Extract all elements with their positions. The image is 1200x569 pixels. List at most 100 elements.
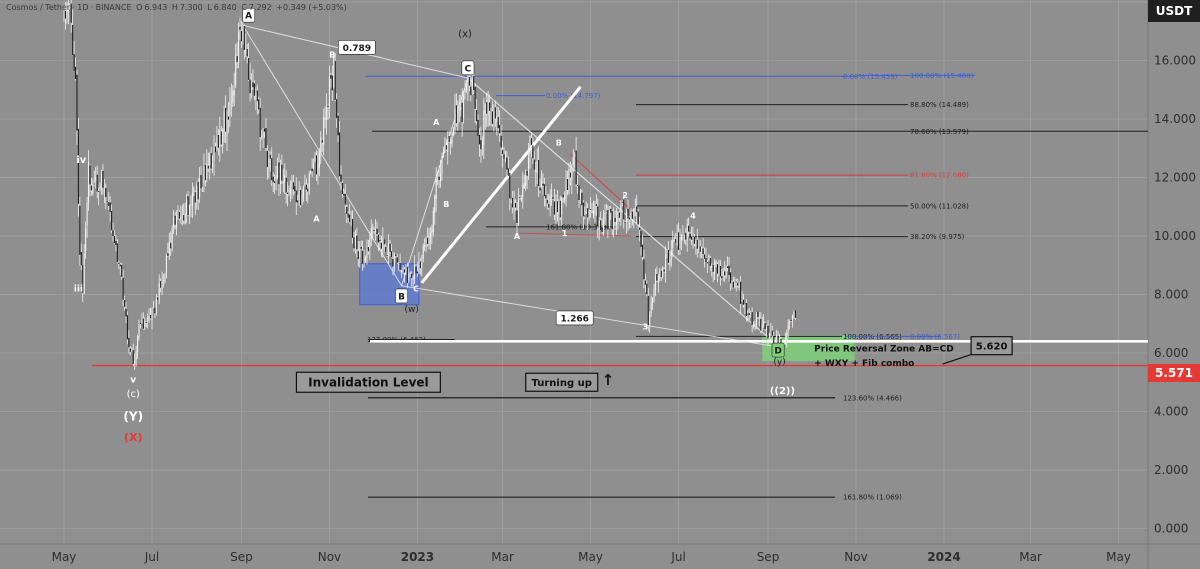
candle — [441, 152, 443, 181]
candle — [287, 182, 289, 207]
level-label-7: 50.00% (11.028) — [910, 202, 969, 210]
candle — [631, 209, 633, 226]
candle — [333, 53, 335, 89]
candle — [402, 265, 404, 275]
candle — [112, 222, 114, 242]
candle — [379, 234, 381, 250]
candle — [509, 169, 511, 211]
candle — [555, 194, 557, 224]
candle — [513, 190, 515, 221]
open-value: 6.943 — [144, 3, 168, 12]
x-tick-0: May — [52, 550, 77, 564]
candle — [428, 227, 430, 250]
level-label-8: 161.80% (10.308) — [546, 223, 610, 231]
candle — [388, 234, 390, 264]
candle — [545, 186, 547, 207]
candle — [566, 170, 569, 196]
candle — [121, 262, 123, 280]
candle — [698, 239, 700, 254]
candle — [250, 73, 253, 99]
candle — [754, 320, 756, 331]
candle — [767, 319, 769, 346]
candle — [263, 128, 266, 139]
candle — [77, 117, 79, 217]
candle — [741, 290, 743, 302]
candle — [356, 227, 358, 258]
candle — [699, 240, 701, 259]
candle — [186, 193, 188, 224]
candle — [787, 319, 789, 338]
candle — [236, 42, 238, 69]
y-axis: 0.000 2.000 4.000 6.000 8.000 10.000 12.000 14.… — [1154, 0, 1196, 536]
target-pointer — [942, 353, 972, 365]
low-value: 6.840 — [213, 3, 237, 12]
candle — [259, 98, 261, 152]
candle — [667, 240, 670, 265]
candle — [742, 293, 745, 308]
candle — [559, 195, 561, 221]
candle — [747, 309, 749, 322]
candle — [122, 269, 124, 307]
candle — [418, 251, 420, 275]
candle — [572, 148, 574, 173]
candle — [341, 179, 343, 198]
candle — [702, 238, 704, 260]
annotation-box-0: Invalidation Level — [295, 371, 441, 393]
candle — [685, 228, 687, 246]
interval[interactable]: 1D — [77, 3, 89, 12]
candle — [158, 274, 160, 305]
level-label-16: 161.80% (1.069) — [843, 494, 902, 502]
candle — [597, 198, 599, 239]
candle — [490, 107, 492, 127]
candle — [409, 271, 411, 278]
candle — [424, 238, 426, 252]
candle — [415, 263, 417, 275]
wave-label-21: ((2)) — [770, 386, 795, 397]
y-tick-5: 10.000 — [1154, 229, 1196, 243]
candle — [429, 226, 431, 250]
candle — [351, 210, 354, 244]
currency-badge[interactable]: USDT — [1148, 0, 1200, 22]
candle — [398, 262, 400, 271]
candle — [142, 312, 144, 330]
candle — [470, 72, 472, 102]
candle — [604, 204, 606, 226]
wave-label-5: (X) — [124, 431, 143, 444]
candle — [522, 172, 524, 209]
candle — [542, 173, 544, 196]
harmonic-pattern-lines — [242, 24, 780, 348]
candle — [119, 262, 121, 275]
candle — [411, 271, 413, 287]
candle — [678, 222, 680, 255]
candle — [565, 170, 567, 207]
candle — [331, 65, 333, 102]
candle — [614, 210, 616, 230]
candle — [575, 136, 577, 187]
candle — [362, 240, 364, 271]
candle — [220, 126, 222, 147]
candle — [232, 85, 234, 108]
candle — [551, 183, 553, 207]
candle — [458, 94, 460, 122]
candle — [334, 52, 336, 102]
candle — [737, 278, 739, 288]
candle — [152, 300, 154, 309]
candle — [80, 243, 82, 270]
open-label: O — [136, 3, 143, 12]
candle — [727, 256, 729, 272]
candle — [675, 233, 677, 244]
svg-text:Invalidation Level: Invalidation Level — [308, 376, 429, 390]
symbol-name[interactable]: Cosmos / Tether — [6, 3, 71, 12]
wave-labels: iviiiv(c)(Y)(X)((1))ABC(w)AB(x)AB1234(y)… — [74, 29, 795, 444]
candle — [722, 267, 724, 282]
wave-label-0: iv — [76, 155, 86, 166]
candle — [552, 196, 554, 201]
candle — [672, 230, 674, 258]
wave-label-4: (Y) — [123, 409, 143, 423]
candle — [532, 137, 534, 165]
exchange: BINANCE — [95, 3, 132, 12]
candle — [274, 174, 276, 194]
candle — [102, 164, 104, 195]
candle — [242, 20, 244, 45]
